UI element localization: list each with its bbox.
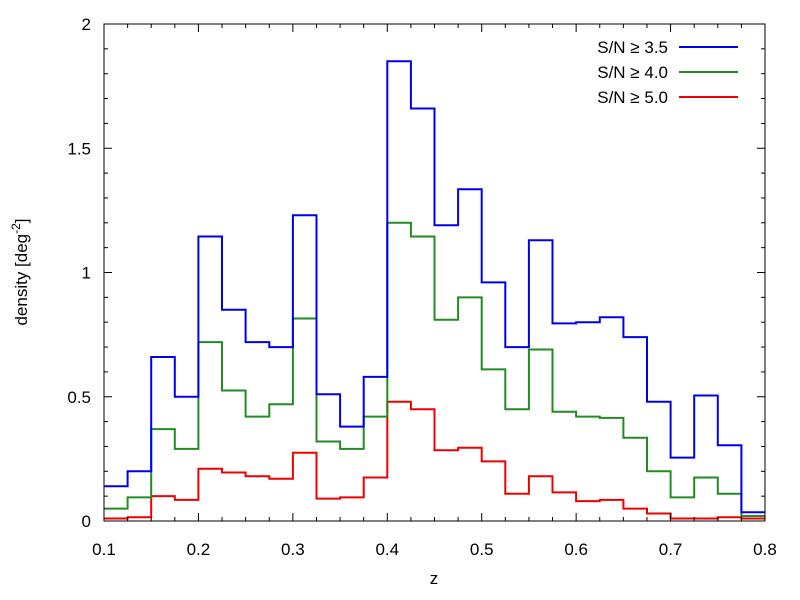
y-axis-title: density [deg-2] bbox=[9, 218, 31, 325]
legend: S/N ≥ 3.5 S/N ≥ 4.0 S/N ≥ 5.0 bbox=[597, 38, 738, 107]
x-tick-label: 0.8 bbox=[753, 540, 777, 559]
y-tick-label: 1.5 bbox=[67, 139, 91, 158]
x-axis-title: z bbox=[430, 569, 439, 588]
x-tick-label: 0.7 bbox=[659, 540, 683, 559]
x-tick-label: 0.1 bbox=[92, 540, 116, 559]
x-tick-label: 0.4 bbox=[375, 540, 399, 559]
series-line-2 bbox=[104, 400, 765, 520]
legend-label-1: S/N ≥ 4.0 bbox=[597, 63, 668, 82]
axis-ticks-group bbox=[103, 23, 766, 522]
y-tick-label: 1 bbox=[82, 264, 91, 283]
x-tick-label: 0.2 bbox=[187, 540, 211, 559]
series-line-1 bbox=[104, 221, 765, 517]
x-tick-label: 0.3 bbox=[281, 540, 305, 559]
y-tick-label: 2 bbox=[82, 15, 91, 34]
y-axis-title-close: ] bbox=[12, 218, 31, 223]
x-tick-label: 0.5 bbox=[470, 540, 494, 559]
y-axis-title-exponent: -2 bbox=[9, 223, 23, 234]
legend-label-2: S/N ≥ 5.0 bbox=[597, 88, 668, 107]
legend-label-0: S/N ≥ 3.5 bbox=[597, 38, 668, 57]
tick-labels-group: 0.1 0.2 0.3 0.4 0.5 0.6 0.7 0.8 0 0.5 1 1.5 2 bbox=[67, 15, 776, 559]
y-tick-label: 0 bbox=[82, 512, 91, 531]
x-tick-label: 0.6 bbox=[564, 540, 588, 559]
series-line-0 bbox=[104, 60, 765, 514]
series-lines-group bbox=[104, 60, 765, 520]
y-tick-label: 0.5 bbox=[67, 388, 91, 407]
y-axis-title-main: density [deg bbox=[12, 234, 31, 326]
